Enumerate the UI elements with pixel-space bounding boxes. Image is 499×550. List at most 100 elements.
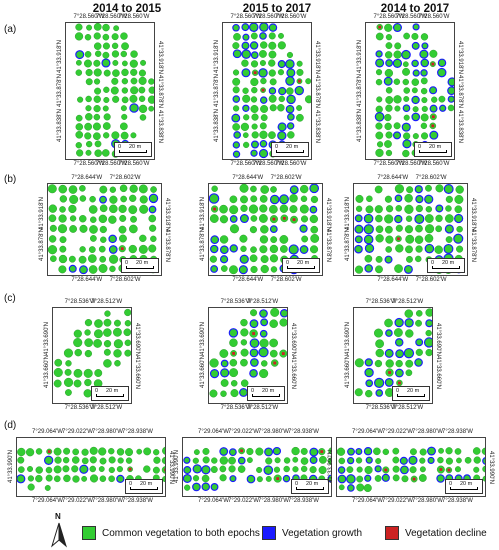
scale-line — [432, 266, 460, 269]
tree-crown — [242, 132, 249, 139]
coord-label-right: 41°33.878'N — [164, 229, 170, 262]
tree-crown — [296, 68, 304, 76]
tree-crown — [240, 339, 248, 346]
tree-crown — [230, 389, 239, 398]
growth-marker — [364, 474, 372, 482]
tree-crown — [421, 97, 428, 104]
tree-crown — [84, 378, 92, 387]
tree-crown — [121, 68, 129, 77]
coord-label-top: 7°28.644'W — [232, 175, 264, 181]
tree-crown — [93, 132, 101, 141]
tree-crown — [114, 360, 121, 367]
tree-crown — [74, 348, 82, 357]
coord-label-right: 41°33.690'N — [435, 323, 441, 357]
tree-crown — [250, 215, 258, 222]
coord-label-bottom: 7°28.536'W — [220, 405, 252, 411]
scale-zero: 0 — [295, 481, 299, 487]
growth-marker — [384, 348, 394, 358]
tree-crown — [373, 447, 381, 456]
tree-crown — [85, 68, 93, 77]
growth-marker — [401, 122, 411, 132]
scale-zero: 0 — [396, 388, 400, 394]
tree-crown — [219, 204, 228, 214]
tree-crown — [429, 49, 438, 58]
growth-marker — [403, 347, 415, 359]
tree-crown — [53, 379, 62, 388]
tree-crown — [393, 50, 402, 59]
tree-crown — [93, 42, 102, 50]
tree-crown — [209, 389, 218, 398]
decline-marker — [164, 468, 165, 472]
growth-marker — [219, 255, 229, 264]
north-arrow: N — [47, 512, 71, 548]
tree-crown — [304, 95, 311, 104]
coord-label-left: 41°33.990'N — [8, 450, 14, 483]
tree-crown — [299, 204, 309, 214]
growth-marker — [232, 95, 241, 103]
tree-crown — [250, 265, 258, 274]
tree-crown — [232, 86, 240, 94]
tree-crown — [402, 149, 410, 158]
tree-crown — [111, 131, 120, 140]
tree-crown — [394, 105, 401, 112]
legend-swatch-decline — [385, 526, 399, 540]
tree-crown — [405, 369, 413, 377]
tree-crown — [395, 205, 403, 212]
tree-crown — [99, 475, 107, 483]
coord-label-bottom: 7°28.512'W — [91, 405, 123, 411]
growth-marker — [374, 465, 382, 473]
tree-crown — [242, 94, 251, 103]
growth-marker — [435, 204, 444, 213]
tree-crown — [419, 457, 426, 464]
tree-crown — [103, 328, 112, 337]
tree-crown — [445, 447, 453, 455]
scale-zero: 0 — [418, 144, 422, 150]
coord-label-top: 7°28.938'W — [288, 429, 319, 435]
tree-crown — [93, 105, 101, 113]
tree-crown — [277, 104, 285, 112]
growth-marker — [394, 338, 404, 347]
tree-crown — [431, 96, 438, 103]
coord-label-right: 41°33.838'N — [314, 109, 320, 143]
tree-crown — [192, 475, 200, 482]
tree-crown — [473, 466, 480, 473]
tree-crown — [128, 244, 137, 254]
tree-crown — [415, 255, 422, 263]
coord-label-top: 7°28.980'W — [258, 429, 289, 435]
tree-crown — [454, 448, 462, 455]
coord-label-left: 41°33.878'N — [39, 228, 45, 261]
tree-crown — [209, 358, 219, 368]
tree-crown — [454, 466, 461, 473]
growth-marker — [439, 104, 447, 112]
tree-crown — [375, 265, 383, 274]
tree-crown — [209, 214, 219, 223]
tree-crown — [240, 318, 248, 327]
tree-crown — [83, 368, 93, 378]
growth-marker — [249, 348, 259, 358]
tree-crown — [130, 132, 137, 139]
tree-crown — [248, 204, 259, 214]
growth-marker — [482, 457, 485, 465]
tree-crown — [269, 254, 279, 263]
tree-crown — [59, 195, 68, 203]
coord-label-right: 41°33.660'N — [290, 355, 296, 389]
decline-marker — [120, 247, 124, 251]
tree-crown — [375, 458, 382, 465]
tree-crown — [279, 318, 287, 327]
coord-label-bottom: 7°28.980'W — [412, 498, 443, 504]
growth-marker — [232, 23, 240, 32]
tree-crown — [481, 447, 485, 455]
coord-label-top: 7°28.512'W — [91, 299, 123, 305]
tree-crown — [93, 78, 101, 85]
coord-label-bottom: 7°28.512'W — [247, 405, 279, 411]
tree-crown — [260, 225, 269, 234]
tree-crown — [301, 235, 309, 243]
tree-crown — [84, 132, 92, 140]
scale-label: 20 m — [106, 388, 119, 394]
tree-crown — [346, 466, 354, 473]
coord-label-bottom: 7°28.980'W — [258, 498, 289, 504]
tree-crown — [291, 446, 300, 456]
tree-crown — [103, 86, 110, 93]
scale-bar: 0 20 m — [271, 142, 309, 157]
tree-crown — [411, 87, 418, 94]
